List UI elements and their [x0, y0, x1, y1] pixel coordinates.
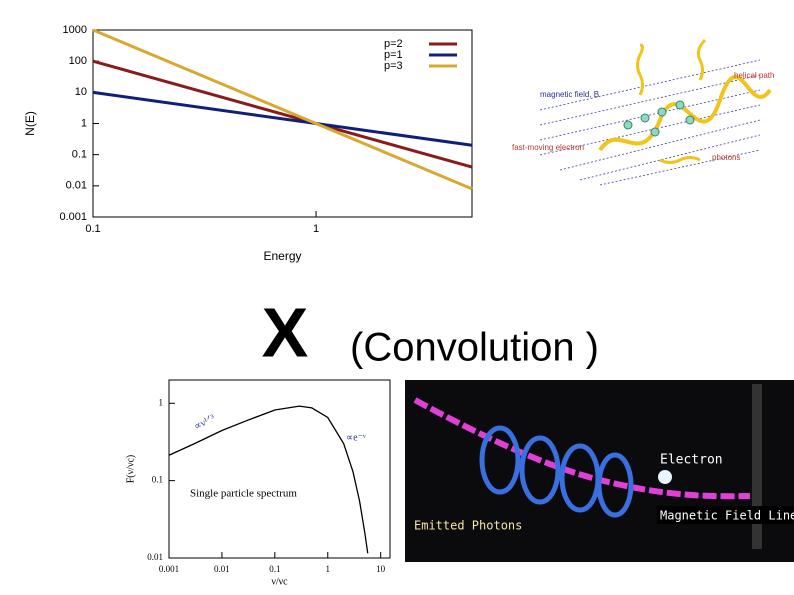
y-tick-label: 1000	[63, 24, 87, 36]
label: Emitted Photons	[414, 519, 522, 533]
y-tick-label: 0.01	[66, 180, 87, 192]
x-axis-label: Energy	[263, 249, 301, 263]
annotation: ∝ν¹ᐟ³	[192, 413, 217, 433]
label: Electron	[660, 453, 723, 468]
annotation: ∝e⁻ᵛ	[346, 432, 366, 443]
operator: X	[262, 293, 309, 371]
y-tick-label: 10	[75, 86, 87, 98]
x-tick-label: 0.01	[214, 564, 230, 574]
label: photons	[712, 153, 740, 162]
caption: (Convolution )	[350, 326, 599, 370]
y-tick-label: 0.1	[72, 149, 87, 161]
y-tick-label: 0.001	[59, 211, 87, 223]
data-line	[92, 28, 473, 191]
label: magnetic field, B	[540, 90, 599, 99]
annotation: Single particle spectrum	[190, 488, 297, 500]
y-axis-label: N(E)	[23, 111, 37, 136]
x-tick-label: 1	[313, 223, 319, 235]
y-tick-label: 0.01	[147, 552, 163, 562]
chart: 0.1 10.0010.010.11101001000EnergyN(E)p=2p…	[23, 24, 473, 263]
x-tick-label: 0.1	[269, 564, 280, 574]
x-tick-label: 0.001	[159, 564, 179, 574]
y-tick-label: 0.1	[152, 475, 163, 485]
y-tick-label: 1	[159, 397, 164, 407]
x-axis-label: ν/νc	[271, 576, 288, 587]
label: helical path	[734, 71, 774, 80]
x-tick-label: 0.1	[85, 223, 100, 235]
y-tick-label: 1	[81, 117, 87, 129]
x-tick-label: 1	[326, 564, 331, 574]
plot-frame	[92, 29, 473, 218]
plot-frame	[168, 379, 391, 559]
legend-label: p=3	[384, 60, 403, 72]
electron-photo: Electron Magnetic Field Line Emitted Pho…	[405, 380, 794, 562]
y-axis-label: F(ν/νc)	[125, 455, 136, 483]
x-tick-label: 10	[376, 564, 386, 574]
legend-label: p=2	[384, 38, 403, 50]
chart: 0.001 0.01 0.1 1 10 0.01 0.1 1 ν/νc F(ν/νc) Single…	[125, 379, 391, 587]
label: Magnetic Field Line	[660, 509, 794, 523]
label: fast-moving electron	[512, 143, 584, 152]
helix-illustration: helical path magnetic field, B fast-movi…	[512, 38, 774, 186]
legend-label: p=1	[384, 49, 403, 61]
data-line	[92, 59, 473, 169]
data-line	[168, 405, 369, 554]
data-line	[92, 90, 473, 147]
y-tick-label: 100	[69, 55, 87, 67]
